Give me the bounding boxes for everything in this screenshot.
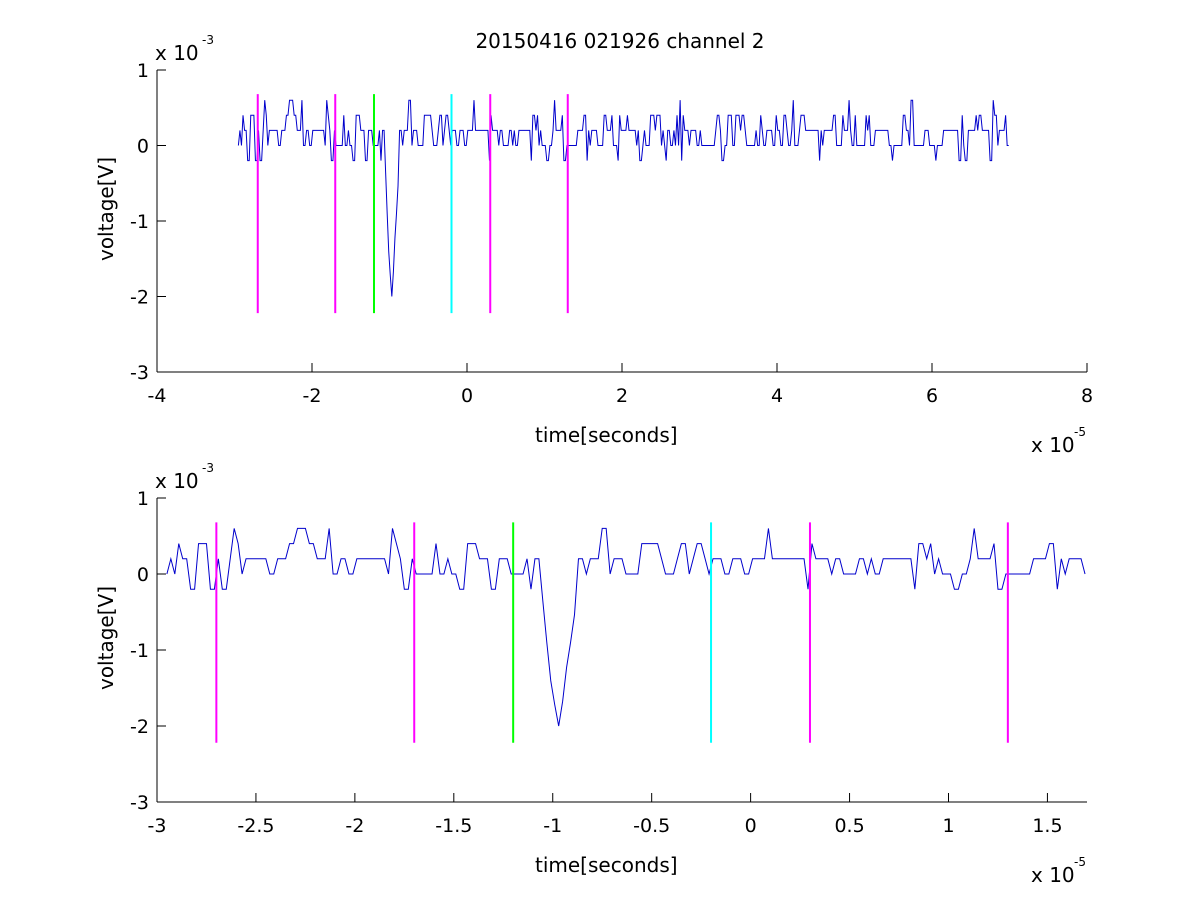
- x-tick-label: -1: [543, 815, 562, 837]
- y-multiplier: x 10: [155, 41, 199, 65]
- y-axis-label: voltage[V]: [94, 157, 118, 261]
- x-tick-label: -2: [303, 385, 322, 407]
- x-axis-label: time[seconds]: [535, 853, 678, 877]
- x-tick-label: 1.5: [1032, 815, 1062, 837]
- y-tick-label: -1: [130, 640, 149, 662]
- y-tick-label: -3: [130, 362, 149, 384]
- x-multiplier: x 10: [1031, 433, 1075, 457]
- y-multiplier-exponent: -3: [202, 33, 214, 47]
- y-tick-label: 1: [137, 60, 149, 82]
- y-tick-label: -2: [130, 287, 149, 309]
- y-tick-label: -2: [130, 716, 149, 738]
- x-tick-label: -0.5: [633, 815, 670, 837]
- x-multiplier-exponent: -5: [1074, 425, 1086, 439]
- y-tick-label: 0: [137, 136, 149, 158]
- x-multiplier: x 10: [1031, 863, 1075, 887]
- x-tick-label: 1: [942, 815, 954, 837]
- signal-series-line: [237, 99, 1009, 297]
- x-tick-label: 4: [771, 385, 783, 407]
- x-tick-label: 0: [461, 385, 473, 407]
- x-tick-label: 0: [745, 815, 757, 837]
- figure-title: 20150416 021926 channel 2: [475, 29, 764, 53]
- x-tick-label: -3: [148, 815, 167, 837]
- y-axis-label: voltage[V]: [94, 586, 118, 690]
- x-tick-label: 8: [1081, 385, 1093, 407]
- y-tick-label: -1: [130, 211, 149, 233]
- y-multiplier: x 10: [155, 469, 199, 493]
- x-tick-label: -2: [345, 815, 364, 837]
- x-tick-label: 6: [926, 385, 938, 407]
- x-tick-label: -4: [148, 385, 167, 407]
- x-multiplier-exponent: -5: [1074, 855, 1086, 869]
- y-tick-label: 1: [137, 488, 149, 510]
- x-tick-label: 0.5: [834, 815, 864, 837]
- x-tick-label: -2.5: [237, 815, 274, 837]
- x-axis-label: time[seconds]: [535, 423, 678, 447]
- x-tick-label: -1.5: [435, 815, 472, 837]
- y-tick-label: -3: [130, 792, 149, 814]
- signal-series-line: [166, 527, 1086, 727]
- x-tick-label: 2: [616, 385, 628, 407]
- y-multiplier-exponent: -3: [202, 461, 214, 475]
- y-tick-label: 0: [137, 564, 149, 586]
